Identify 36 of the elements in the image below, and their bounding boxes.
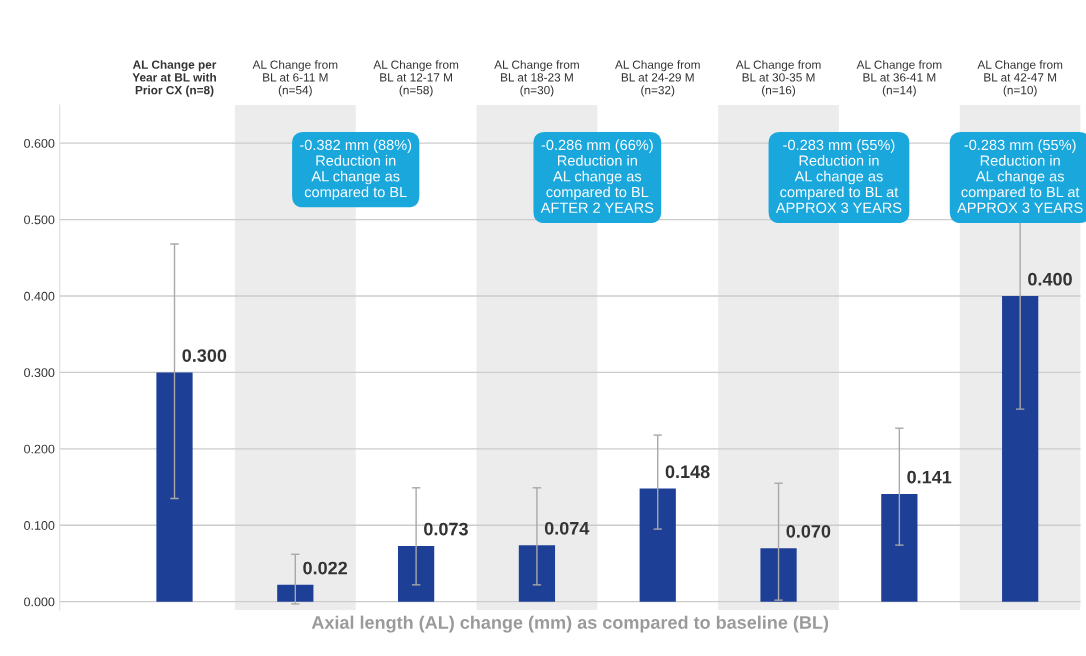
x-tick-label: AL Change from BL at 42-47 M (n=10)	[977, 60, 1063, 97]
data-label: 0.141	[907, 470, 952, 484]
y-tick-label: 0.600	[24, 138, 55, 148]
bar	[881, 493, 918, 602]
y-tick-label: 0.000	[24, 597, 55, 607]
y-tick-label: 0.200	[24, 444, 55, 454]
x-tick-label: AL Change from BL at 12-17 M (n=58)	[373, 60, 459, 97]
bar	[277, 584, 314, 602]
data-label: 0.300	[182, 349, 227, 363]
x-tick-label: AL Change per Year at BL with Prior CX (n=8)	[132, 60, 217, 97]
y-tick-label: 0.500	[24, 215, 55, 225]
x-tick-label: AL Change from BL at 6-11 M (n=54)	[252, 60, 338, 97]
bar	[156, 372, 193, 602]
x-tick-label: AL Change from BL at 36-41 M (n=14)	[856, 60, 942, 97]
annotation: -0.382 mm (88%) Reduction in AL change as compared to BL	[300, 139, 412, 201]
data-label: 0.074	[544, 521, 590, 535]
data-label: 0.073	[424, 522, 468, 536]
bar	[1002, 296, 1039, 602]
x-tick-label: AL Change from BL at 18-23 M (n=30)	[494, 60, 579, 97]
x-tick-label: AL Change from BL at 24-29 M (n=32)	[615, 60, 700, 97]
data-label: 0.070	[786, 524, 831, 538]
annotation: -0.286 mm (66%) Reduction in AL change as compared to BL AFTER 2 YEARS	[540, 139, 654, 213]
x-tick-label: AL Change from BL at 30-35 M (n=16)	[735, 60, 821, 97]
data-label: 0.400	[1028, 272, 1072, 286]
y-tick-label: 0.100	[24, 521, 55, 530]
x-axis-title: Axial length (AL) change (mm) as compared to baseline (BL)	[311, 615, 829, 633]
bar	[398, 545, 435, 602]
annotation: -0.283 mm (55%) Reduction in AL change as compared to BL at APPROX 3 YEARS	[775, 139, 902, 213]
bar	[518, 545, 556, 602]
bar	[760, 548, 797, 602]
bar	[639, 488, 676, 602]
data-label: 0.148	[665, 465, 710, 479]
y-tick-label: 0.400	[24, 291, 55, 301]
y-tick-label: 0.300	[24, 368, 55, 378]
annotation: -0.283 mm (55%) Reduction in AL change as compared to BL at APPROX 3 YEARS	[957, 139, 1083, 213]
data-label: 0.022	[303, 561, 348, 575]
